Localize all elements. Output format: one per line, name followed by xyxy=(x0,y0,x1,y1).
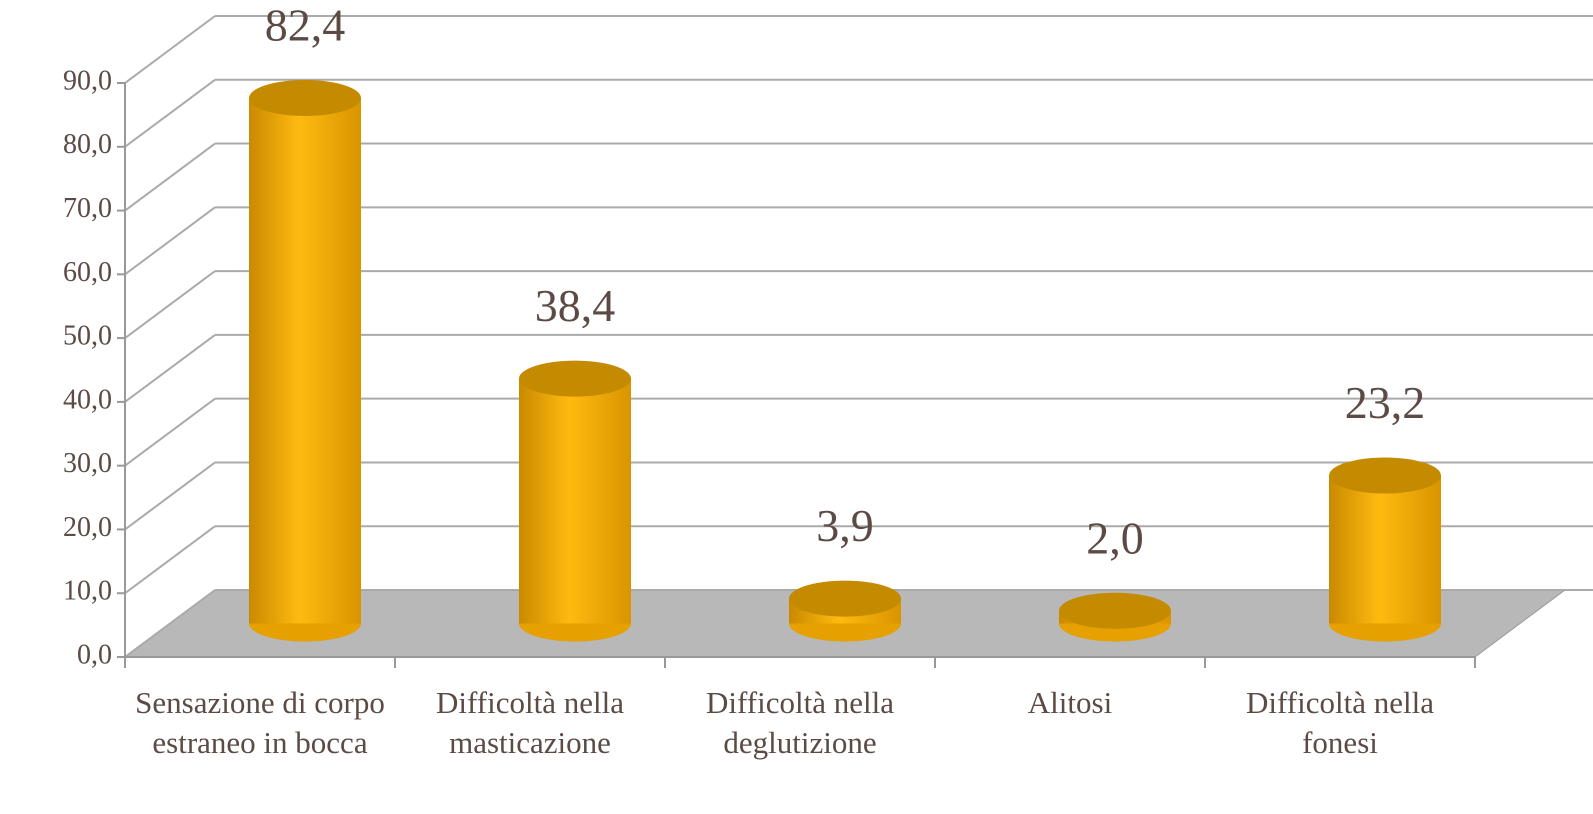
x-tick-label: Difficoltà nella fonesi xyxy=(1246,685,1434,760)
grid-line xyxy=(124,142,216,212)
x-tick-label: Difficoltà nella masticazione xyxy=(436,685,624,760)
bar xyxy=(519,378,631,624)
grid-line xyxy=(124,270,216,339)
x-tick-label: Alitosi xyxy=(1027,685,1113,720)
value-label: 82,4 xyxy=(265,0,346,51)
value-label: 2,0 xyxy=(1086,512,1144,563)
x-tick-label: Difficoltà nella deglutizione xyxy=(706,685,894,760)
bar-top xyxy=(789,580,901,617)
bar xyxy=(1329,475,1441,624)
y-tick-label: 50,0 xyxy=(63,321,112,352)
bar-top xyxy=(249,79,361,116)
y-tick-label: 60,0 xyxy=(63,257,112,288)
y-tick-label: 70,0 xyxy=(63,193,112,224)
grid-line xyxy=(124,525,216,595)
grid-line xyxy=(124,461,216,531)
y-tick-label: 90,0 xyxy=(63,65,112,96)
bar-top xyxy=(519,360,631,397)
y-tick-label: 40,0 xyxy=(63,384,112,415)
x-tick-label: Sensazione di corpo estraneo in bocca xyxy=(135,685,385,760)
bar xyxy=(249,97,361,624)
grid-line xyxy=(124,397,216,467)
y-tick-label: 10,0 xyxy=(63,576,112,607)
value-label: 3,9 xyxy=(816,500,874,551)
y-tick-label: 0,0 xyxy=(77,639,112,670)
grid-line xyxy=(124,206,216,276)
y-tick-label: 20,0 xyxy=(63,512,112,543)
bar-top xyxy=(1329,457,1441,494)
grid-line xyxy=(124,15,216,84)
value-label: 38,4 xyxy=(535,280,616,331)
grid-line xyxy=(124,334,216,403)
bar-top xyxy=(1059,592,1171,629)
grid-line xyxy=(124,78,216,148)
value-label: 23,2 xyxy=(1345,377,1426,428)
y-tick-label: 30,0 xyxy=(63,448,112,479)
y-tick-label: 80,0 xyxy=(63,129,112,160)
grid-line xyxy=(124,589,216,658)
